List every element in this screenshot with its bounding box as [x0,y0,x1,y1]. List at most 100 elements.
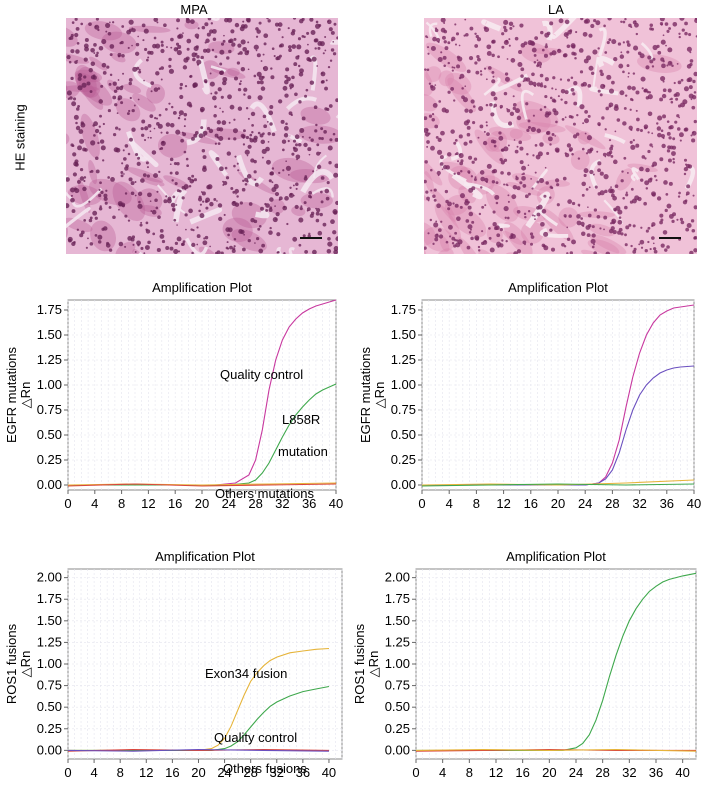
series-line-3 [67,483,337,487]
y-tick-label: 1.75 [385,591,410,606]
y-tick-label: 0.75 [385,678,410,693]
y-tick-label: 1.50 [37,613,62,628]
x-tick-label: 40 [687,496,701,511]
chart-ros1-la: Amplification Plot 0 4 8 12 16 20 24 28 32 36 40 0.0… [354,549,697,780]
y-tick-label: 2.00 [37,570,62,585]
series-line-3 [67,748,330,752]
x-tick-label: 0 [64,765,71,780]
y-axis-unit-label: △Rn [372,382,387,409]
series-line-1 [68,383,337,486]
x-tick-label: 4 [91,496,98,511]
y-tick-label: 1.75 [37,591,62,606]
x-tick-label: 40 [675,765,689,780]
y-tick-label: 0.75 [37,402,62,417]
y-tick-label: 1.50 [37,327,62,342]
series-line-3 [421,483,695,487]
chart-ros1-mpa: Amplification Plot 0 4 8 12 16 20 24 28 32 36 40 0.0… [4,549,343,780]
row-label-he-staining: HE staining [12,104,28,171]
y-axis-unit-label: △Rn [18,382,33,409]
x-tick-label: 40 [329,496,343,511]
x-tick-label: 16 [524,496,538,511]
y-tick-label: 1.50 [391,327,416,342]
x-tick-label: 32 [632,496,646,511]
x-tick-label: 24 [569,765,583,780]
x-tick-label: 8 [466,765,473,780]
la-he-texture [424,18,697,254]
y-tick-label: 1.00 [37,377,62,392]
y-axis-unit-label: △Rn [366,651,381,678]
x-tick-label: 8 [473,496,480,511]
y-tick-label: 1.00 [385,656,410,671]
y-tick-label: 0.75 [391,402,416,417]
series-line-2 [415,748,697,752]
series-line-0 [68,647,330,751]
series-line-0 [422,304,695,486]
x-tick-label: 20 [195,496,209,511]
y-axis-label: ROS1 fusions [4,623,19,704]
annotation-label: Quality control [214,730,297,745]
x-tick-label: 12 [139,765,153,780]
x-tick-label: 36 [649,765,663,780]
chart-egfr-la: Amplification Plot 0 4 8 12 16 20 24 28 32 36 40 0.0… [358,280,701,511]
x-tick-label: 40 [322,765,336,780]
x-tick-label: 24 [222,496,236,511]
annotation-label: Others mutations [215,486,314,501]
x-tick-label: 36 [302,496,316,511]
series-line-2 [67,748,330,752]
annotation-label: Exon34 fusion [205,666,287,681]
annotation-label: Quality control [220,367,303,382]
y-tick-label: 0.50 [37,699,62,714]
y-tick-label: 0.00 [391,477,416,492]
x-tick-label: 0 [64,496,71,511]
y-tick-label: 1.00 [37,656,62,671]
x-tick-label: 20 [191,765,205,780]
y-axis-label: EGFR mutations [4,346,19,443]
series-line-2 [421,479,695,486]
chart-title: Amplification Plot [508,280,608,295]
annotation-label: Others fusions [223,761,307,776]
x-tick-label: 36 [660,496,674,511]
y-tick-label: 0.75 [37,678,62,693]
plot-area [67,299,337,491]
y-tick-label: 1.50 [385,613,410,628]
y-tick-label: 0.50 [391,427,416,442]
x-tick-label: 28 [243,765,257,780]
series-line-0 [68,299,337,486]
x-tick-label: 36 [296,765,310,780]
x-tick-label: 0 [412,765,419,780]
la-he-image [424,18,697,254]
x-tick-label: 24 [217,765,231,780]
series-line-1 [68,685,330,751]
x-tick-label: 8 [118,496,125,511]
y-tick-label: 1.75 [391,302,416,317]
mpa-he-texture [66,18,338,254]
x-tick-label: 32 [622,765,636,780]
x-tick-label: 12 [496,496,510,511]
chart-title: Amplification Plot [506,549,606,564]
chart-title: Amplification Plot [152,280,252,295]
x-tick-label: 0 [418,496,425,511]
x-tick-label: 28 [605,496,619,511]
x-tick-label: 12 [141,496,155,511]
y-tick-label: 0.50 [385,699,410,714]
x-tick-label: 20 [551,496,565,511]
x-tick-label: 24 [578,496,592,511]
x-tick-label: 16 [168,496,182,511]
x-tick-label: 28 [595,765,609,780]
y-axis-unit-label: △Rn [18,651,33,678]
x-tick-label: 4 [446,496,453,511]
y-tick-label: 0.25 [385,721,410,736]
y-tick-label: 0.00 [37,742,62,757]
y-tick-label: 1.00 [391,377,416,392]
y-tick-label: 0.25 [391,452,416,467]
x-tick-label: 32 [270,765,284,780]
annotation-label: mutation [278,444,328,459]
x-tick-label: 12 [489,765,503,780]
annotation-label: L858R [282,412,320,427]
column-title-mpa: MPA [180,2,208,17]
y-tick-label: 1.25 [37,352,62,367]
mpa-he-image [66,18,338,254]
y-tick-label: 1.75 [37,302,62,317]
x-tick-label: 28 [248,496,262,511]
x-tick-label: 16 [165,765,179,780]
